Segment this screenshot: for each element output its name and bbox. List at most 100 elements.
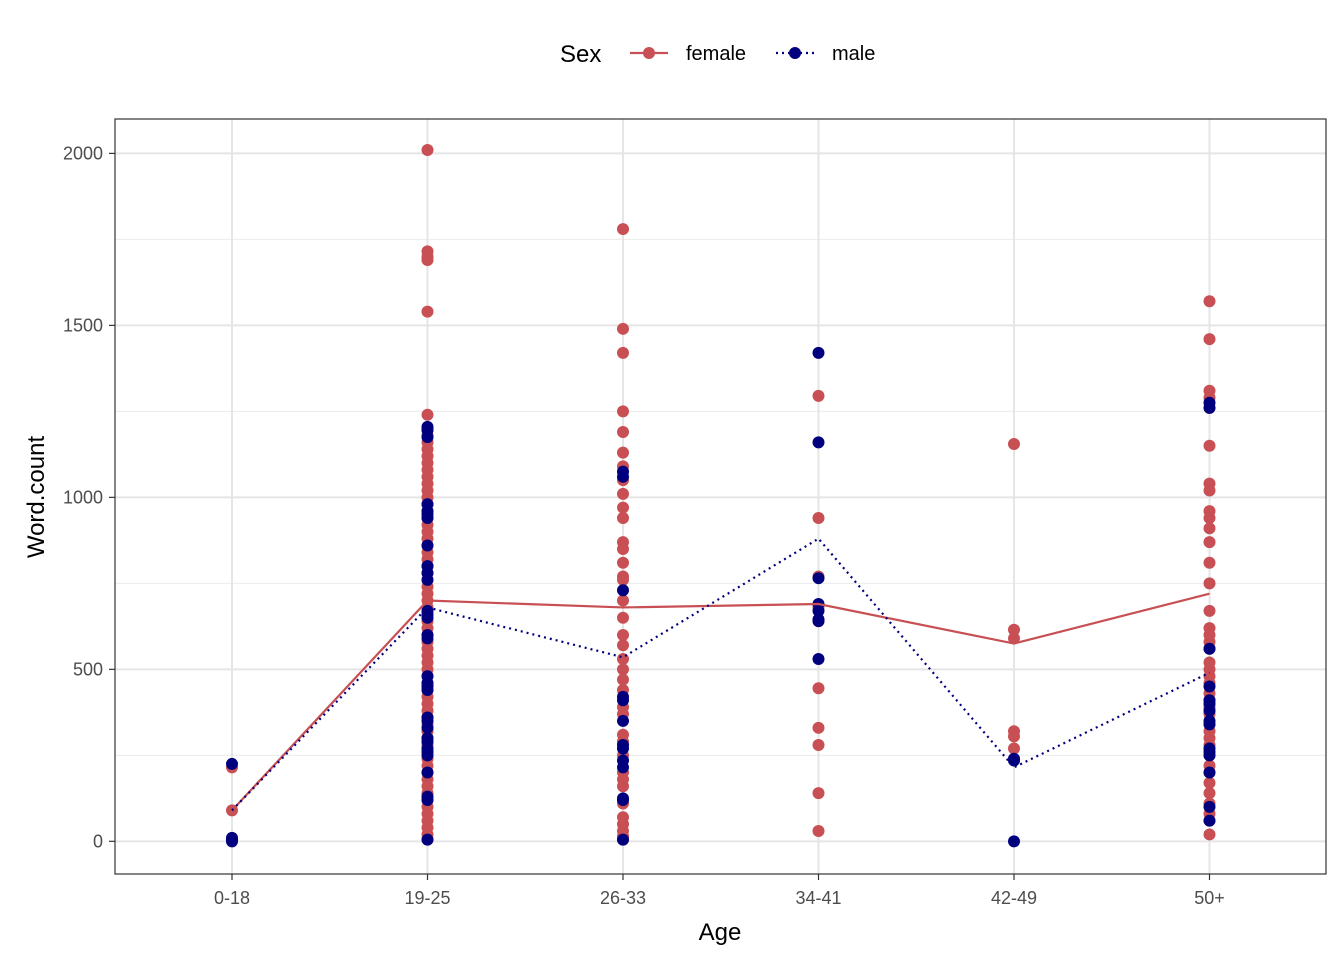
data-point-male: [421, 611, 434, 624]
data-point-male: [1203, 800, 1216, 813]
y-tick-label: 0: [93, 831, 103, 851]
data-point-female: [617, 346, 629, 359]
data-point-female: [421, 143, 434, 156]
data-point-female: [1203, 522, 1216, 535]
mean-line-male: [231, 537, 1210, 812]
data-point-male: [812, 615, 825, 628]
data-point-female: [617, 405, 629, 418]
data-point-male: [812, 346, 825, 359]
data-point-female: [1203, 787, 1216, 800]
legend: Sex female male: [560, 41, 875, 68]
data-point-male: [1203, 401, 1216, 414]
data-point-male: [1203, 749, 1216, 762]
legend-label-male: male: [832, 43, 875, 65]
data-point-female: [617, 446, 629, 459]
data-point-male: [1203, 642, 1216, 655]
x-tick-label: 26-33: [600, 888, 646, 908]
x-tick-label: 50+: [1194, 888, 1225, 908]
data-point-male: [1203, 718, 1216, 731]
x-axis-title: Age: [699, 919, 742, 946]
data-point-male: [617, 714, 629, 727]
data-point-female: [1008, 632, 1020, 645]
data-point-female: [1203, 484, 1216, 497]
data-point-female: [1203, 511, 1216, 524]
data-point-female: [617, 322, 629, 335]
data-point-female: [617, 594, 629, 607]
data-point-male: [617, 470, 629, 483]
data-point-male: [617, 694, 629, 707]
data-point-female: [617, 573, 629, 586]
data-point-male: [617, 794, 629, 807]
data-point-male: [421, 749, 434, 762]
data-point-male: [421, 766, 434, 779]
data-point-female: [1203, 604, 1216, 617]
data-point-female: [1008, 623, 1020, 636]
data-point-male: [812, 436, 825, 449]
x-tick-label: 19-25: [404, 888, 450, 908]
data-point-male: [421, 721, 434, 734]
legend-key-female-point: [643, 47, 655, 59]
data-point-male: [421, 539, 434, 552]
data-point-male: [812, 572, 825, 585]
data-point-female: [1203, 333, 1216, 346]
y-tick-label: 2000: [63, 143, 103, 163]
mean-line-female: [231, 592, 1210, 812]
y-axis-title: Word.count: [23, 436, 50, 559]
data-point-female: [617, 426, 629, 439]
data-point-male: [421, 794, 434, 807]
data-point-female: [812, 825, 825, 838]
data-point-female: [1203, 295, 1216, 308]
data-point-male: [226, 835, 238, 848]
series-layer: [226, 143, 1216, 848]
data-point-male: [1203, 680, 1216, 693]
data-point-male: [1203, 814, 1216, 827]
data-point-female: [421, 305, 434, 318]
data-point-female: [421, 408, 434, 421]
data-point-male: [1008, 754, 1020, 767]
data-point-female: [1203, 536, 1216, 549]
data-point-female: [617, 611, 629, 624]
data-point-male: [226, 757, 238, 770]
plot-panel-border: [114, 118, 1327, 875]
data-point-female: [812, 682, 825, 695]
y-tick-label: 500: [73, 659, 103, 679]
data-point-male: [421, 511, 434, 524]
data-point-female: [1203, 577, 1216, 590]
data-point-male: [617, 761, 629, 774]
data-point-male: [421, 632, 434, 645]
x-tick-label: 0-18: [214, 888, 250, 908]
data-point-female: [617, 628, 629, 641]
data-point-female: [812, 787, 825, 800]
data-point-female: [617, 542, 629, 555]
y-tick-label: 1500: [63, 315, 103, 335]
data-point-female: [1203, 828, 1216, 841]
legend-label-female: female: [686, 43, 746, 65]
legend-key-male-point: [789, 47, 801, 59]
data-point-female: [1203, 439, 1216, 452]
data-point-male: [421, 683, 434, 696]
data-point-female: [617, 663, 629, 676]
data-point-female: [617, 223, 629, 236]
data-point-female: [1008, 742, 1020, 755]
data-point-female: [812, 739, 825, 752]
data-point-male: [421, 431, 434, 444]
data-point-female: [812, 389, 825, 402]
data-point-female: [1203, 776, 1216, 789]
data-point-male: [421, 833, 434, 846]
legend-title: Sex: [560, 41, 601, 68]
data-point-female: [812, 511, 825, 524]
data-point-male: [617, 584, 629, 597]
data-point-male: [1203, 704, 1216, 717]
data-point-male: [812, 604, 825, 617]
data-point-female: [1008, 438, 1020, 451]
data-point-male: [421, 573, 434, 586]
data-point-male: [1008, 835, 1020, 848]
data-point-female: [617, 487, 629, 500]
data-point-male: [1203, 766, 1216, 779]
data-point-female: [1203, 556, 1216, 569]
y-tick-label: 1000: [63, 487, 103, 507]
data-point-female: [617, 511, 629, 524]
data-point-female: [812, 721, 825, 734]
